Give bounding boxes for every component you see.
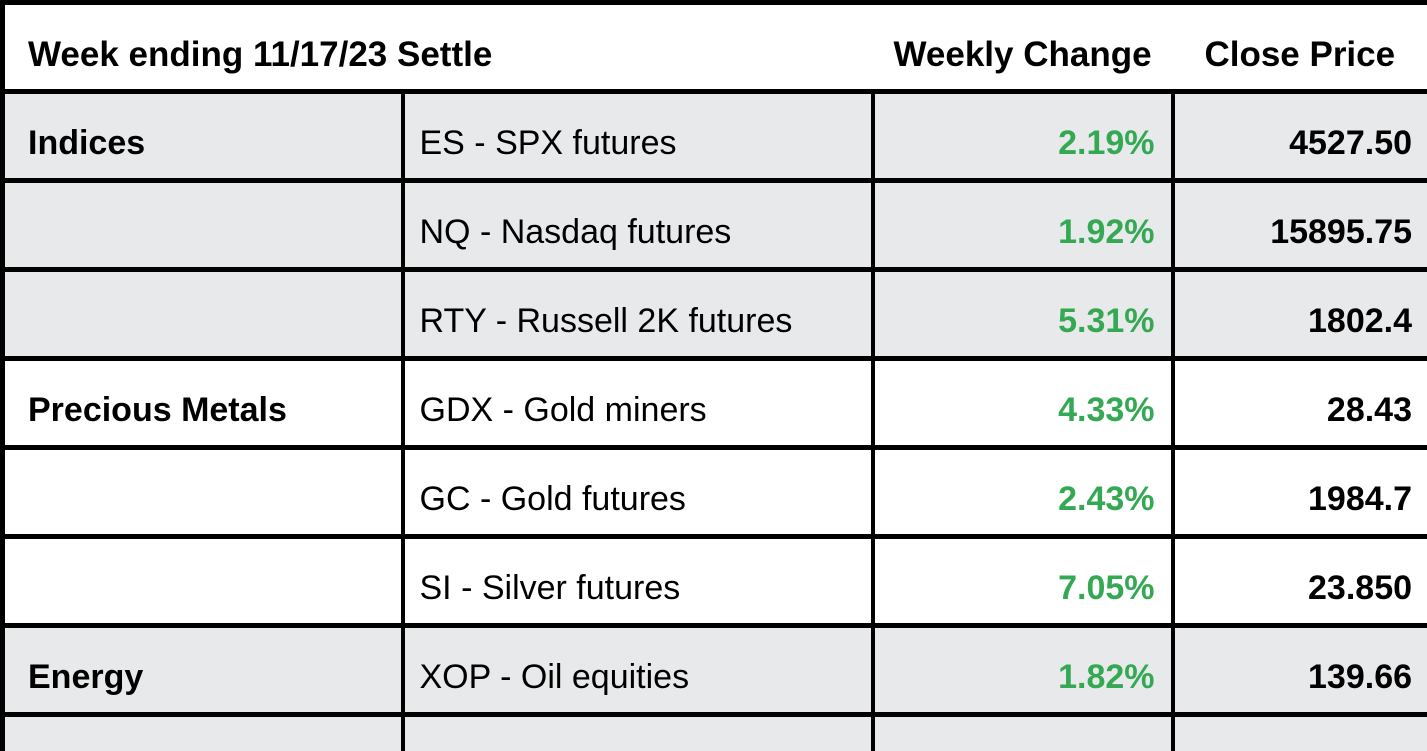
category-label: [0, 445, 405, 539]
table-row: CL - Oil futures -1.46% 76.04: [0, 712, 1427, 751]
close-price-value: 1984.7: [1170, 445, 1427, 539]
table-row: Indices ES - SPX futures 2.19% 4527.50: [0, 89, 1427, 183]
table-row: RTY - Russell 2K futures 5.31% 1802.4: [0, 267, 1427, 361]
weekly-change-value: 5.31%: [870, 267, 1175, 361]
close-price-value: 23.850: [1170, 534, 1427, 628]
table-row: Precious Metals GDX - Gold miners 4.33% …: [0, 356, 1427, 450]
close-price-value: 4527.50: [1170, 89, 1427, 183]
weekly-change-value: 2.19%: [870, 89, 1175, 183]
close-price-value: 139.66: [1170, 623, 1427, 717]
category-label: [0, 267, 405, 361]
instrument-label: CL - Oil futures: [400, 712, 875, 751]
instrument-label: ES - SPX futures: [400, 89, 875, 183]
close-price-value: 28.43: [1170, 356, 1427, 450]
weekly-change-value: 1.92%: [870, 178, 1175, 272]
close-price-value: 76.04: [1170, 712, 1427, 751]
table-title: Week ending 11/17/23 Settle: [2, 2, 873, 94]
table-row: GC - Gold futures 2.43% 1984.7: [0, 445, 1427, 539]
instrument-label: RTY - Russell 2K futures: [400, 267, 875, 361]
close-price-value: 15895.75: [1170, 178, 1427, 272]
category-label: [0, 534, 405, 628]
weekly-change-value: 4.33%: [870, 356, 1175, 450]
instrument-label: GC - Gold futures: [400, 445, 875, 539]
weekly-change-value: 1.82%: [870, 623, 1175, 717]
table-row: SI - Silver futures 7.05% 23.850: [0, 534, 1427, 628]
instrument-label: XOP - Oil equities: [400, 623, 875, 717]
instrument-label: NQ - Nasdaq futures: [400, 178, 875, 272]
category-label: Precious Metals: [0, 356, 405, 450]
col-header-weekly-change: Weekly Change: [872, 2, 1173, 94]
category-label: Energy: [0, 623, 405, 717]
category-label: Indices: [0, 89, 405, 183]
close-price-value: 1802.4: [1170, 267, 1427, 361]
category-label: [0, 712, 405, 751]
category-label: [0, 178, 405, 272]
table-row: NQ - Nasdaq futures 1.92% 15895.75: [0, 178, 1427, 272]
col-header-close-price: Close Price: [1172, 2, 1427, 94]
instrument-label: SI - Silver futures: [400, 534, 875, 628]
header-row: Week ending 11/17/23 Settle Weekly Chang…: [2, 2, 1427, 94]
weekly-change-value: 7.05%: [870, 534, 1175, 628]
weekly-change-value: 2.43%: [870, 445, 1175, 539]
table-row: Energy XOP - Oil equities 1.82% 139.66: [0, 623, 1427, 717]
instrument-label: GDX - Gold miners: [400, 356, 875, 450]
weekly-change-value: -1.46%: [870, 712, 1175, 751]
